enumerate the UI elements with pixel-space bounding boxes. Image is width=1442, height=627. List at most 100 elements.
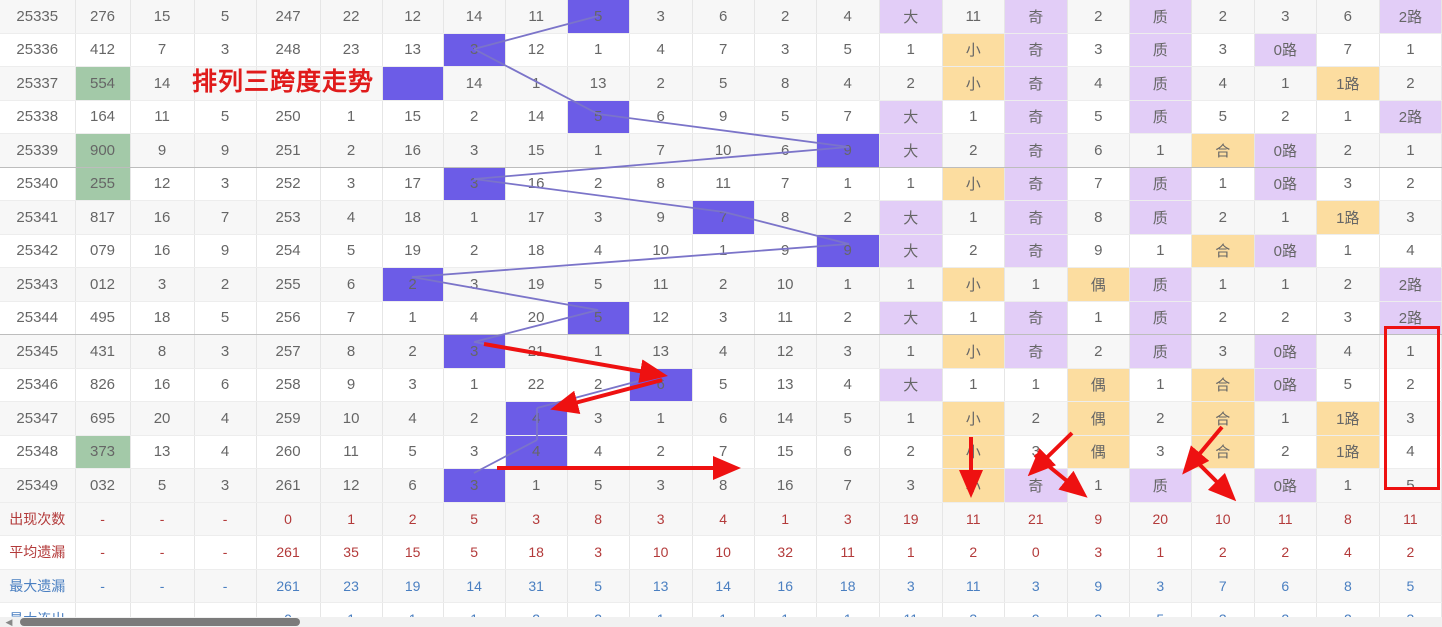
span-cell: 3 (443, 167, 506, 201)
span-cell: 5 (567, 0, 630, 34)
stats-row: 最大遗漏 - - -261 23 19 14 31 5 13 14 16 18 3 11 3 9 3 7 6 8 5 (0, 569, 1442, 603)
attribute-cell: 1 (1254, 66, 1317, 101)
attribute-cell: 2路 (1379, 0, 1442, 34)
attribute-cell: 5 (1316, 368, 1380, 402)
attribute-cell: 5 (1379, 468, 1442, 503)
attribute-cell: 小 (942, 66, 1005, 101)
attribute-cell: 1路 (1316, 200, 1380, 235)
attribute-cell: 4 (1379, 234, 1442, 268)
attribute-cell: 奇 (1004, 200, 1068, 235)
attribute-cell: 小 (942, 468, 1005, 503)
stats-cell: - (130, 535, 195, 570)
span-cell: 8 (754, 200, 817, 235)
span-cell: 2 (692, 267, 755, 302)
stats-cell: 10 (1191, 502, 1255, 536)
attribute-cell: 合 (1191, 401, 1255, 436)
span-value: 8 (130, 334, 195, 369)
stats-cell: - (75, 569, 131, 603)
attribute-cell: 1 (1379, 334, 1442, 369)
span-cell: 3 (567, 200, 630, 235)
span-value: 14 (130, 66, 195, 101)
span-omit: 6 (194, 368, 257, 402)
span-cell: 4 (443, 301, 506, 335)
horizontal-scrollbar[interactable]: ◀ (0, 617, 1442, 627)
issue-number: 25345 (0, 334, 76, 369)
attribute-cell: 偶 (1067, 401, 1130, 436)
issue-number: 25343 (0, 267, 76, 302)
span-cell: 5 (754, 100, 817, 134)
span-cell: 5 (816, 33, 880, 67)
attribute-cell: 质 (1129, 267, 1192, 302)
span-cell: 6 (816, 435, 880, 469)
span-cell: 1 (382, 301, 444, 335)
table-row: 25346 826 16 6 258 9 3 1 22 2 6 5 13 4 大 1 1 偶 1 合 0路 5 2 (0, 368, 1442, 402)
draw-number: 012 (75, 267, 131, 302)
span-cell: 7 (320, 301, 383, 335)
attribute-cell: 1 (1067, 468, 1130, 503)
stats-cell: - (75, 502, 131, 536)
span-cell: 1 (567, 334, 630, 369)
attribute-cell: 奇 (1004, 301, 1068, 335)
attribute-cell: 2 (1316, 133, 1380, 168)
span-cell: 5 (567, 468, 630, 503)
attribute-cell: 1 (1004, 267, 1068, 302)
attribute-cell: 1 (879, 167, 943, 201)
span-cell: 4 (629, 33, 693, 67)
draw-number: 495 (75, 301, 131, 335)
span-cell: 16 (382, 133, 444, 168)
stats-cell: 5 (443, 502, 506, 536)
attribute-cell: 2 (1379, 66, 1442, 101)
span-cell: 15 (382, 100, 444, 134)
issue-number: 25349 (0, 468, 76, 503)
issue-number: 25344 (0, 301, 76, 335)
issue-number: 25346 (0, 368, 76, 402)
table-row: 25337 554 14 14 1 13 2 5 8 4 2 小奇 4 质 4 1 1路 2 (0, 66, 1442, 101)
span-omit: 3 (194, 33, 257, 67)
attribute-cell: 9 (1067, 234, 1130, 268)
span-cell: 6 (629, 100, 693, 134)
stats-cell: 13 (629, 569, 693, 603)
attribute-cell: 1 (1129, 368, 1192, 402)
span-seq: 250 (256, 100, 321, 134)
span-seq: 251 (256, 133, 321, 168)
span-cell: 4 (505, 435, 568, 469)
span-cell: 7 (754, 167, 817, 201)
span-value: 16 (130, 234, 195, 268)
span-seq (256, 66, 321, 101)
attribute-cell: 3 (1316, 167, 1380, 201)
span-cell: 1 (692, 234, 755, 268)
stats-cell: 3 (816, 502, 880, 536)
attribute-cell: 小 (942, 401, 1005, 436)
stats-cell: 3 (1129, 569, 1192, 603)
issue-number: 25339 (0, 133, 76, 168)
attribute-cell: 6 (1316, 0, 1380, 34)
scroll-left-arrow-icon[interactable]: ◀ (5, 617, 13, 627)
attribute-cell: 1 (1316, 468, 1380, 503)
scrollbar-thumb[interactable] (20, 618, 300, 626)
span-cell: 16 (754, 468, 817, 503)
issue-number: 25337 (0, 66, 76, 101)
span-omit: 4 (194, 435, 257, 469)
span-cell: 5 (567, 267, 630, 302)
span-cell: 2 (816, 200, 880, 235)
span-cell: 3 (320, 167, 383, 201)
draw-number: 554 (75, 66, 131, 101)
span-cell: 10 (629, 234, 693, 268)
stats-cell: 2 (942, 535, 1005, 570)
span-value: 5 (130, 468, 195, 503)
span-cell: 21 (505, 334, 568, 369)
issue-number: 25341 (0, 200, 76, 235)
span-value: 9 (130, 133, 195, 168)
attribute-cell: 0路 (1254, 167, 1317, 201)
attribute-cell: 1 (1129, 133, 1192, 168)
stats-row-label: 平均遗漏 (0, 535, 76, 570)
span-cell: 19 (505, 267, 568, 302)
table-row: 25336 412 7 3 248 23 13 3 12 1 4 7 3 5 1 小奇 3 质 3 0路 7 1 (0, 33, 1442, 67)
span-cell: 1 (443, 368, 506, 402)
span-cell: 2 (320, 133, 383, 168)
attribute-cell: 小 (942, 334, 1005, 369)
span-cell: 4 (320, 200, 383, 235)
span-cell: 9 (320, 368, 383, 402)
stats-cell: 3 (505, 502, 568, 536)
stats-cell: 6 (1254, 569, 1317, 603)
